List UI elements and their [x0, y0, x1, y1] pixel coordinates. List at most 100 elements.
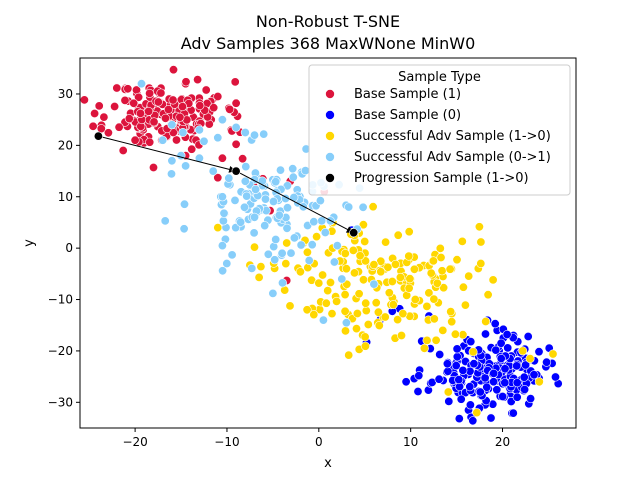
point-base-sample-1	[112, 83, 122, 93]
point-base-sample-0	[502, 329, 512, 339]
y-tick-label: 0	[65, 241, 73, 255]
point-successful-adv-sample-1-0	[404, 283, 414, 293]
point-successful-adv-sample-0-1	[358, 202, 368, 212]
point-base-sample-1	[193, 75, 203, 85]
point-base-sample-1	[238, 154, 248, 164]
point-base-sample-1	[88, 121, 98, 131]
point-successful-adv-sample-1-0	[460, 300, 470, 310]
point-successful-adv-sample-0-1	[315, 196, 325, 206]
point-successful-adv-sample-1-0	[446, 307, 456, 317]
point-successful-adv-sample-0-1	[217, 115, 227, 125]
point-successful-adv-sample-0-1	[224, 173, 234, 183]
point-base-sample-1	[175, 112, 185, 122]
point-successful-adv-sample-1-0	[363, 319, 373, 329]
point-base-sample-0	[529, 370, 539, 380]
point-successful-adv-sample-1-0	[254, 272, 264, 282]
point-successful-adv-sample-0-1	[217, 192, 227, 202]
y-tick-label: −20	[48, 344, 73, 358]
point-successful-adv-sample-1-0	[340, 249, 350, 259]
point-base-sample-0	[482, 382, 492, 392]
point-successful-adv-sample-1-0	[368, 202, 378, 212]
point-base-sample-0	[465, 382, 475, 392]
point-successful-adv-sample-0-1	[268, 288, 278, 298]
legend-label: Base Sample (0)	[354, 108, 461, 123]
point-base-sample-1	[225, 104, 235, 114]
point-base-sample-1	[94, 101, 104, 111]
point-base-sample-0	[468, 416, 478, 426]
point-successful-adv-sample-0-1	[176, 151, 186, 161]
point-successful-adv-sample-1-0	[295, 267, 305, 277]
point-successful-adv-sample-0-1	[270, 255, 280, 265]
point-base-sample-0	[469, 359, 479, 369]
point-base-sample-1	[114, 122, 124, 132]
x-tick-label: 0	[315, 435, 323, 449]
point-successful-adv-sample-1-0	[431, 335, 441, 345]
point-successful-adv-sample-0-1	[218, 266, 228, 276]
y-tick-label: 30	[58, 87, 73, 101]
point-successful-adv-sample-1-0	[439, 283, 449, 293]
point-base-sample-0	[442, 359, 452, 369]
point-base-sample-1	[153, 97, 163, 107]
point-successful-adv-sample-1-0	[213, 223, 223, 233]
point-successful-adv-sample-1-0	[352, 308, 362, 318]
point-successful-adv-sample-1-0	[282, 238, 292, 248]
point-successful-adv-sample-1-0	[358, 275, 368, 285]
point-base-sample-0	[451, 361, 461, 371]
point-base-sample-1	[213, 173, 223, 183]
point-base-sample-0	[500, 364, 510, 374]
point-base-sample-0	[413, 386, 423, 396]
x-tick-label: 20	[495, 435, 510, 449]
point-successful-adv-sample-0-1	[296, 240, 306, 250]
x-axis-label: x	[324, 456, 332, 471]
point-base-sample-1	[123, 84, 133, 94]
legend-entries: Base Sample (1) Base Sample (0) Successful…	[325, 87, 551, 186]
point-successful-adv-sample-0-1	[199, 136, 209, 146]
point-successful-adv-sample-0-1	[217, 241, 227, 251]
point-successful-adv-sample-1-0	[302, 247, 312, 257]
point-successful-adv-sample-1-0	[409, 264, 419, 274]
point-successful-adv-sample-0-1	[230, 195, 240, 205]
point-successful-adv-sample-1-0	[374, 320, 384, 330]
point-successful-adv-sample-1-0	[483, 290, 493, 300]
point-successful-adv-sample-1-0	[548, 349, 558, 359]
point-successful-adv-sample-0-1	[218, 216, 228, 226]
point-base-sample-0	[475, 387, 485, 397]
point-base-sample-0	[519, 372, 529, 382]
point-successful-adv-sample-1-0	[534, 377, 544, 387]
point-successful-adv-sample-1-0	[351, 324, 361, 334]
point-successful-adv-sample-1-0	[321, 298, 331, 308]
point-base-sample-0	[512, 361, 522, 371]
point-successful-adv-sample-1-0	[429, 294, 439, 304]
point-base-sample-1	[144, 106, 154, 116]
point-base-sample-0	[521, 360, 531, 370]
y-axis-label: y	[22, 239, 37, 247]
legend-title: Sample Type	[398, 70, 481, 85]
point-successful-adv-sample-1-0	[447, 317, 457, 327]
point-successful-adv-sample-0-1	[275, 165, 285, 175]
point-successful-adv-sample-1-0	[405, 274, 415, 284]
point-base-sample-1	[187, 144, 197, 154]
point-base-sample-1	[213, 92, 223, 102]
point-successful-adv-sample-0-1	[300, 166, 310, 176]
y-tick-label: 10	[58, 190, 73, 204]
point-successful-adv-sample-0-1	[304, 255, 314, 265]
y-tick-label: −10	[48, 293, 73, 307]
point-successful-adv-sample-1-0	[349, 268, 359, 278]
point-successful-adv-sample-0-1	[240, 128, 250, 138]
point-successful-adv-sample-1-0	[325, 277, 335, 287]
point-successful-adv-sample-1-0	[390, 259, 400, 269]
point-successful-adv-sample-1-0	[318, 270, 328, 280]
point-base-sample-0	[486, 413, 496, 423]
point-base-sample-1	[231, 139, 241, 149]
point-base-sample-0	[498, 391, 508, 401]
point-successful-adv-sample-1-0	[419, 343, 429, 353]
point-successful-adv-sample-0-1	[288, 164, 298, 174]
point-base-sample-0	[414, 371, 424, 381]
y-axis-ticks: −30 −20 −10 0 10 20 30	[48, 87, 80, 409]
point-base-sample-0	[456, 394, 466, 404]
point-successful-adv-sample-1-0	[332, 296, 342, 306]
y-tick-label: −30	[48, 395, 73, 409]
point-base-sample-1	[149, 163, 159, 173]
legend-label: Successful Adv Sample (1->0)	[354, 129, 551, 144]
point-successful-adv-sample-1-0	[380, 312, 390, 322]
